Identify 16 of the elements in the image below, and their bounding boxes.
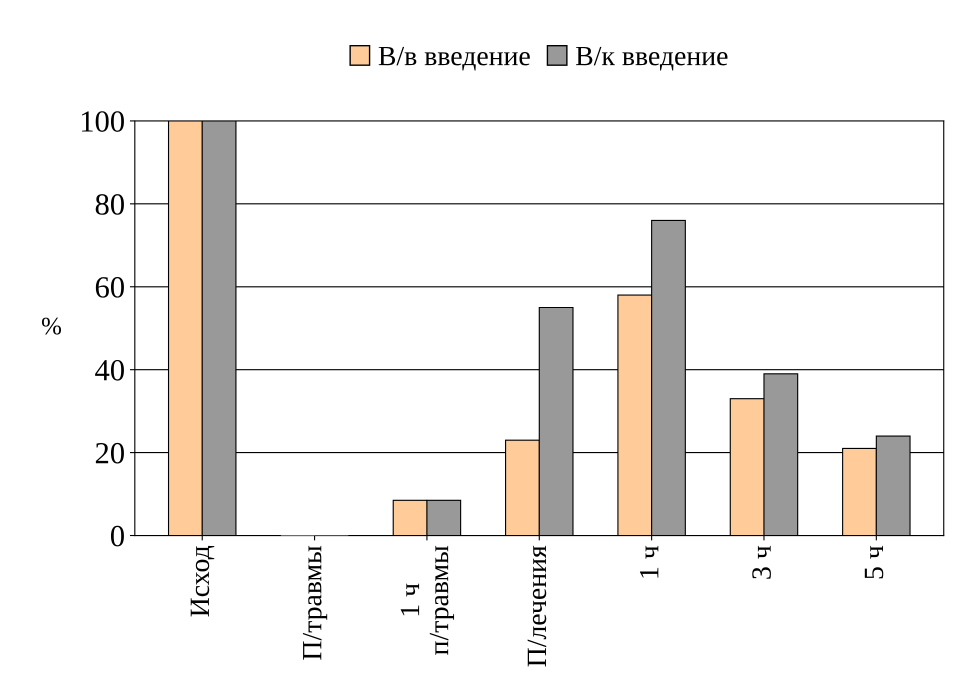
y-tick-label: 40 — [95, 360, 124, 381]
legend-label: В/в введение — [378, 46, 530, 71]
x-tick-label: 1 ч — [640, 546, 658, 578]
y-tick-label: 80 — [96, 194, 124, 215]
y-tick-label: 0 — [110, 526, 124, 546]
x-tick-label: П/лечения — [528, 546, 546, 667]
x-tick-label: 5 ч — [864, 546, 884, 578]
x-tick-label: Исход — [190, 546, 214, 617]
legend-label: В/к введение — [576, 46, 728, 71]
x-tick-label: 1 ч п/травмы — [400, 546, 454, 655]
y-tick-label: 100 — [82, 111, 124, 132]
x-tick-label: П/травмы — [302, 546, 328, 660]
y-tick-label: 60 — [96, 277, 124, 298]
y-tick-label: 20 — [96, 442, 124, 464]
y-axis-title: % — [42, 318, 62, 335]
x-tick-label: 3 ч — [752, 546, 771, 579]
